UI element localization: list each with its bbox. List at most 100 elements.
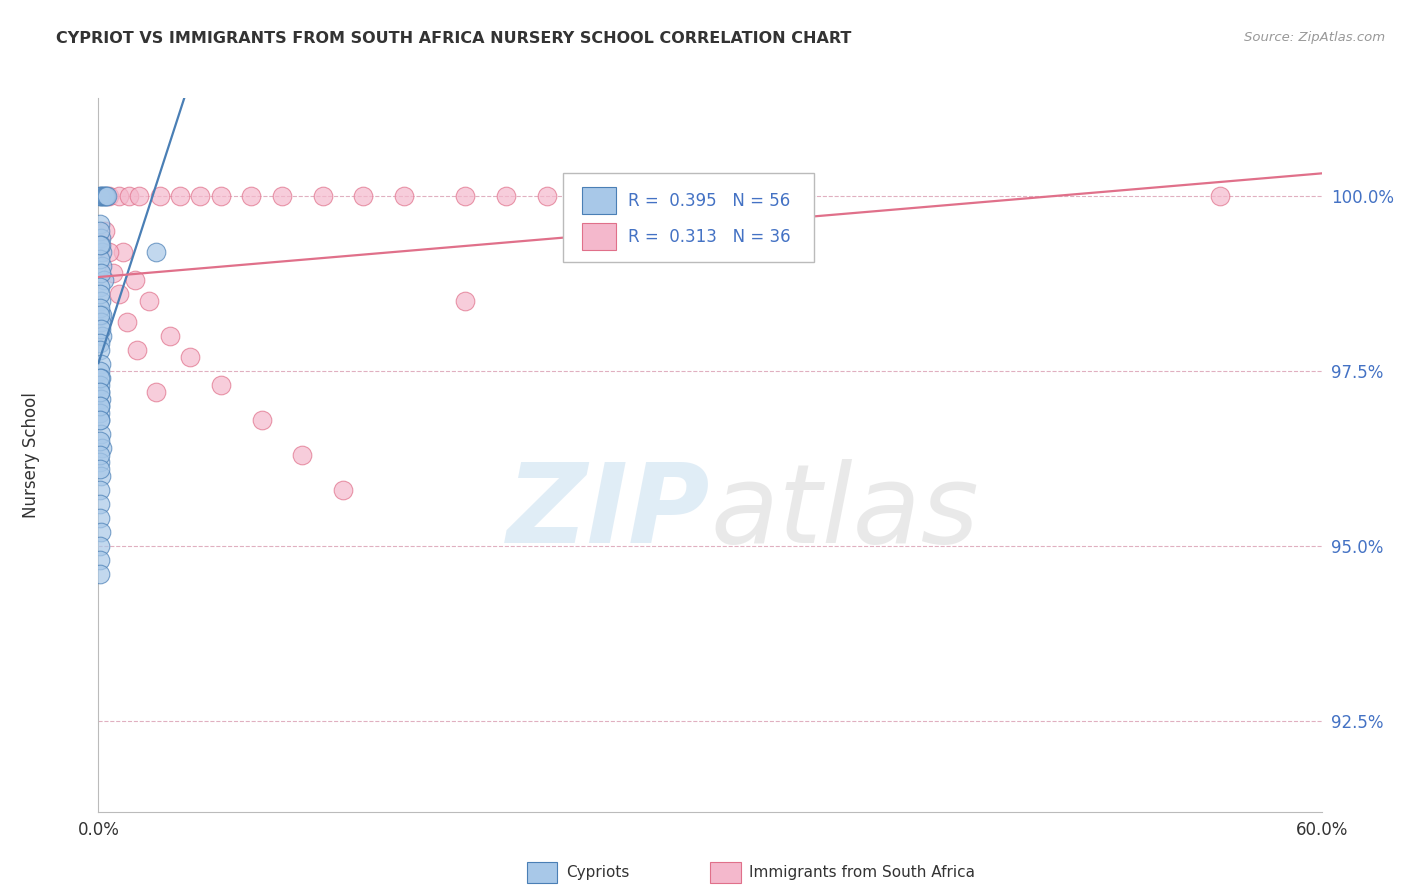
Point — [90, 426, 112, 441]
Point — [90, 293, 112, 308]
Point — [90, 524, 112, 539]
Point — [312, 189, 335, 203]
Point — [89, 371, 111, 385]
Text: R =  0.395   N = 56: R = 0.395 N = 56 — [628, 192, 790, 210]
Point — [89, 384, 111, 399]
Point — [89, 287, 111, 301]
Point — [250, 413, 273, 427]
Point — [89, 252, 111, 266]
Point — [89, 189, 111, 203]
Point — [127, 343, 149, 357]
Point — [89, 238, 111, 252]
Point — [91, 308, 114, 322]
Point — [94, 189, 117, 203]
Point — [89, 566, 111, 581]
Point — [90, 357, 112, 371]
Text: Cypriots: Cypriots — [565, 865, 628, 880]
Point — [332, 483, 354, 497]
Point — [89, 483, 111, 497]
Point — [392, 189, 416, 203]
Point — [90, 371, 112, 385]
Point — [352, 189, 374, 203]
Text: CYPRIOT VS IMMIGRANTS FROM SOUTH AFRICA NURSERY SCHOOL CORRELATION CHART: CYPRIOT VS IMMIGRANTS FROM SOUTH AFRICA … — [56, 31, 852, 46]
Point — [89, 448, 111, 462]
Text: Immigrants from South Africa: Immigrants from South Africa — [749, 865, 976, 880]
Point — [89, 301, 111, 315]
Bar — [582, 187, 616, 214]
Point — [89, 364, 111, 378]
Bar — [582, 223, 616, 250]
Point — [90, 238, 112, 252]
Point — [97, 189, 120, 203]
Point — [90, 315, 112, 329]
Point — [89, 406, 111, 420]
Point — [89, 413, 111, 427]
Point — [89, 497, 111, 511]
Point — [149, 189, 172, 203]
Point — [270, 189, 294, 203]
Point — [91, 259, 114, 273]
Point — [188, 189, 212, 203]
Point — [108, 189, 131, 203]
Point — [454, 293, 477, 308]
Point — [90, 231, 112, 245]
Point — [89, 434, 111, 448]
Point — [159, 329, 181, 343]
Point — [138, 293, 160, 308]
Point — [179, 350, 201, 364]
Point — [90, 392, 112, 406]
Point — [495, 189, 517, 203]
Point — [291, 448, 314, 462]
Point — [209, 378, 232, 392]
Point — [145, 245, 167, 260]
Point — [89, 378, 111, 392]
Point — [658, 189, 681, 203]
Point — [89, 413, 111, 427]
Text: Source: ZipAtlas.com: Source: ZipAtlas.com — [1244, 31, 1385, 45]
Point — [90, 469, 112, 483]
Point — [91, 189, 114, 203]
Point — [89, 336, 111, 351]
Point — [90, 189, 112, 203]
Point — [89, 462, 111, 476]
Point — [108, 287, 131, 301]
Point — [118, 189, 141, 203]
Point — [111, 245, 134, 260]
Point — [145, 384, 167, 399]
Point — [90, 322, 112, 336]
Bar — [710, 862, 741, 883]
Point — [169, 189, 191, 203]
Point — [1208, 189, 1232, 203]
Point — [90, 266, 112, 280]
Text: Nursery School: Nursery School — [22, 392, 39, 518]
Point — [89, 455, 111, 469]
Text: R =  0.313   N = 36: R = 0.313 N = 36 — [628, 227, 790, 245]
Point — [89, 280, 111, 294]
Bar — [526, 862, 557, 883]
Point — [89, 553, 111, 567]
Point — [596, 189, 619, 203]
Point — [536, 189, 558, 203]
Point — [91, 245, 114, 260]
Point — [128, 189, 150, 203]
Point — [89, 308, 111, 322]
Point — [93, 224, 115, 238]
Point — [93, 189, 115, 203]
Point — [96, 189, 118, 203]
Point — [89, 511, 111, 525]
Point — [89, 384, 111, 399]
Point — [115, 315, 138, 329]
Point — [93, 273, 115, 287]
Point — [454, 189, 477, 203]
Point — [89, 224, 111, 238]
Point — [240, 189, 263, 203]
Point — [209, 189, 232, 203]
FancyBboxPatch shape — [564, 173, 814, 262]
Point — [93, 189, 115, 203]
Point — [101, 266, 124, 280]
Point — [89, 343, 111, 357]
Point — [97, 245, 120, 260]
Point — [89, 399, 111, 413]
Point — [89, 399, 111, 413]
Point — [89, 539, 111, 553]
